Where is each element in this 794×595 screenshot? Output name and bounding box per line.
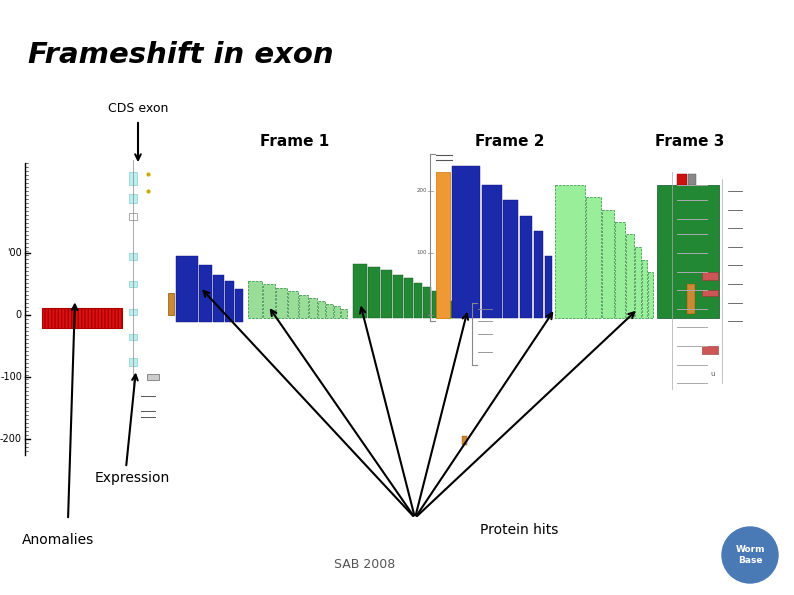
Bar bbox=[353, 264, 367, 318]
Bar bbox=[455, 306, 461, 318]
Bar bbox=[520, 216, 532, 318]
Bar bbox=[299, 295, 308, 318]
Text: Frame 1: Frame 1 bbox=[260, 134, 330, 149]
Bar bbox=[677, 174, 687, 184]
Text: Protein hits: Protein hits bbox=[480, 523, 558, 537]
Bar bbox=[288, 292, 298, 318]
Bar bbox=[642, 261, 647, 318]
Bar bbox=[602, 209, 614, 318]
Bar bbox=[129, 173, 137, 185]
Bar bbox=[213, 275, 224, 322]
Text: -100: -100 bbox=[0, 372, 22, 382]
Bar bbox=[555, 185, 585, 318]
Bar bbox=[235, 289, 243, 322]
Bar bbox=[702, 346, 718, 354]
Text: Expression: Expression bbox=[95, 471, 170, 485]
Bar bbox=[318, 300, 325, 318]
Text: u: u bbox=[423, 312, 427, 318]
Bar bbox=[635, 247, 641, 318]
Text: Frame 2: Frame 2 bbox=[476, 134, 545, 149]
Bar bbox=[615, 222, 625, 318]
Bar bbox=[534, 231, 543, 318]
Bar bbox=[199, 265, 212, 322]
Bar bbox=[147, 374, 159, 380]
Bar bbox=[368, 267, 380, 318]
Bar bbox=[482, 185, 502, 318]
Bar bbox=[414, 283, 422, 318]
Bar bbox=[168, 293, 174, 315]
Bar bbox=[176, 256, 198, 322]
Bar bbox=[545, 256, 552, 318]
Bar bbox=[326, 304, 333, 318]
Text: 0: 0 bbox=[16, 310, 22, 320]
Text: Frame 3: Frame 3 bbox=[655, 134, 725, 149]
Text: Frameshift in exon: Frameshift in exon bbox=[28, 41, 333, 69]
Bar bbox=[440, 296, 447, 318]
Bar bbox=[263, 284, 275, 318]
Bar bbox=[225, 281, 234, 322]
Text: Anomalies: Anomalies bbox=[22, 533, 94, 547]
Bar bbox=[452, 166, 480, 318]
Bar bbox=[129, 334, 137, 340]
Text: Worm
Base: Worm Base bbox=[735, 545, 765, 565]
Text: -200: -200 bbox=[0, 434, 22, 444]
Text: '00: '00 bbox=[7, 248, 22, 258]
Text: 200: 200 bbox=[417, 189, 427, 193]
Bar bbox=[129, 194, 137, 203]
Text: CDS exon: CDS exon bbox=[108, 102, 168, 114]
Bar bbox=[432, 292, 439, 318]
Circle shape bbox=[722, 527, 778, 583]
Bar bbox=[687, 284, 695, 314]
Text: SAB 2008: SAB 2008 bbox=[334, 559, 395, 572]
Bar bbox=[129, 358, 137, 366]
Bar bbox=[688, 174, 696, 184]
Bar bbox=[381, 270, 392, 318]
Bar bbox=[648, 271, 653, 318]
Bar bbox=[341, 309, 347, 318]
Bar bbox=[436, 173, 450, 318]
Bar bbox=[462, 436, 467, 445]
Bar bbox=[448, 301, 454, 318]
Bar bbox=[129, 281, 137, 287]
Bar bbox=[423, 287, 431, 318]
Bar bbox=[334, 306, 340, 318]
Bar bbox=[702, 290, 718, 296]
Bar bbox=[462, 309, 467, 318]
Bar bbox=[129, 309, 137, 315]
Bar bbox=[586, 197, 601, 318]
Bar bbox=[129, 212, 137, 220]
Bar bbox=[42, 308, 122, 328]
Bar bbox=[503, 201, 518, 318]
Bar bbox=[657, 185, 719, 318]
Bar bbox=[702, 271, 718, 280]
Bar bbox=[276, 289, 287, 318]
Text: u: u bbox=[710, 371, 715, 377]
Bar bbox=[129, 253, 137, 261]
Bar bbox=[248, 281, 262, 318]
Bar bbox=[393, 275, 403, 318]
Text: 100: 100 bbox=[417, 250, 427, 255]
Bar bbox=[309, 298, 317, 318]
Bar bbox=[404, 278, 413, 318]
Bar bbox=[626, 234, 634, 318]
